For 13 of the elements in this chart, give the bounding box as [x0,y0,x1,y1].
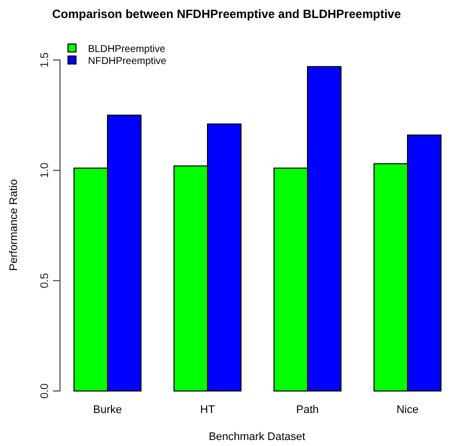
x-axis-title: Benchmark Dataset [208,431,306,443]
y-tick-label: 1.0 [38,162,51,178]
legend-label: NFDHPreemptive [88,56,167,67]
chart-title: Comparison between NFDHPreemptive and BLDHPreemptive [52,7,402,21]
y-axis-title: Performance Ratio [8,179,20,271]
y-tick-label: 0.5 [38,273,51,288]
legend-label: BLDHPreemptive [88,44,166,55]
x-tick-label: Nice [396,404,419,416]
x-tick-label: Path [296,404,319,416]
y-tick-label: 1.5 [38,52,51,68]
x-tick-label: Burke [93,404,122,416]
x-tick-label: HT [200,404,216,416]
y-tick-label: 0.0 [38,383,51,399]
